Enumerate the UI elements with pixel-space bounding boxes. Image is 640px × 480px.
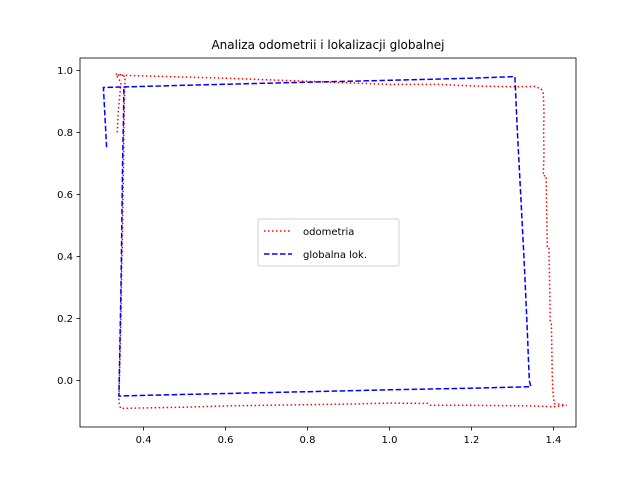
y-tick-label: 0.8 — [57, 128, 73, 139]
x-axis: 0.4 0.6 0.8 1.0 1.2 1.4 — [136, 427, 562, 446]
y-axis: 0.0 0.2 0.4 0.6 0.8 1.0 — [57, 66, 80, 387]
chart-title: Analiza odometrii i lokalizacji globalne… — [211, 38, 444, 52]
y-tick-label: 0.4 — [57, 252, 73, 263]
legend-label-odometria: odometria — [303, 227, 354, 238]
y-tick-label: 0.0 — [57, 376, 73, 387]
x-tick-label: 0.4 — [136, 435, 152, 446]
series-line-1 — [102, 75, 532, 397]
legend-label-globalna: globalna lok. — [303, 250, 367, 261]
legend-box — [257, 218, 400, 267]
legend: odometria globalna lok. — [257, 218, 400, 267]
y-tick-label: 0.6 — [57, 190, 73, 201]
y-tick-label: 0.2 — [57, 314, 73, 325]
y-tick-label: 1.0 — [57, 66, 73, 77]
plot-frame — [79, 57, 577, 428]
x-tick-label: 1.2 — [464, 435, 480, 446]
series-layer — [102, 73, 567, 410]
x-tick-label: 1.0 — [382, 435, 398, 446]
x-tick-label: 1.4 — [546, 435, 562, 446]
x-tick-label: 0.6 — [218, 435, 234, 446]
x-tick-label: 0.8 — [300, 435, 316, 446]
